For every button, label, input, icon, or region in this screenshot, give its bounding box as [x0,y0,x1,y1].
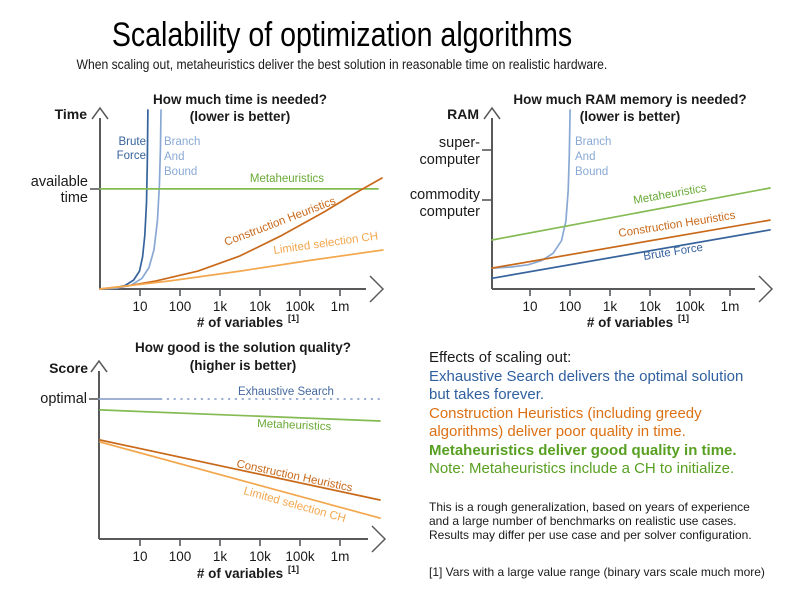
time-x-axis-footnote-marker: [1] [288,313,299,323]
x-tick-label: 1m [721,299,740,314]
score-y-axis-name: Score [49,360,88,376]
effects-line-exhaustive-1: Exhaustive Search delivers the optimal s… [429,367,744,385]
effects-line-exhaustive-2: but takes forever. [429,386,545,403]
series-label-brute-force: Brute Force [643,242,704,263]
x-tick-label: 1m [331,549,350,564]
score-y-axis-arrow-icon [90,359,108,373]
ram-y-tick-label: computer [420,204,481,220]
ram-y-axis-arrow-icon [483,106,501,120]
x-tick-label: 10 [522,299,537,314]
score-y-tick-label: optimal [40,391,87,407]
ram-x-axis-arrow-icon [758,275,774,303]
series-branch-and-bound-line [491,109,571,269]
x-tick-label: 1k [213,299,228,314]
x-tick-label: 10 [132,299,147,314]
x-tick-label: 1k [603,299,618,314]
ram-y-tick-label: super- [439,135,480,151]
ram-x-axis-label: # of variables [587,315,673,330]
series-label-branch-and-bound: Branch [575,136,611,148]
time-y-tick-label: time [61,190,88,206]
effects-line-note: Note: Metaheuristics include a CH to ini… [429,460,735,477]
x-tick-label: 100 [169,299,192,314]
series-label-metaheuristics: Metaheuristics [632,182,707,207]
series-label-metaheuristics: Metaheuristics [257,418,332,433]
x-tick-label: 100k [285,299,315,314]
score-chart: How good is the solution quality? (highe… [40,340,387,581]
x-tick-label: 10 [132,549,147,564]
score-chart-title: How good is the solution quality? [135,340,351,355]
score-x-axis-label: # of variables [197,566,283,581]
effects-line-construction-2: algorithms) deliver poor quality in time… [429,423,686,440]
x-tick-label: 10k [639,299,661,314]
page-subtitle: When scaling out, metaheuristics deliver… [76,57,608,72]
time-y-axis-arrow-icon [91,106,109,120]
disclaimer-text: This is a rough generalization, based on… [429,500,799,542]
time-chart-title: How much time is needed? [153,92,327,107]
series-label-branch-and-bound: And [575,151,595,163]
time-chart-subtitle: (lower is better) [190,109,291,124]
series-limited-selection-ch-line [99,249,384,290]
ram-y-axis-name: RAM [447,106,479,122]
footnote-text: [1] Vars with a large value range (binar… [429,565,765,579]
series-metaheuristics-line [99,409,381,422]
ram-chart-title: How much RAM memory is needed? [513,92,746,107]
x-tick-label: 100k [285,549,315,564]
disclaimer-line: Results may differ per use case and per … [429,527,752,542]
series-label-branch-and-bound: Bound [164,166,197,178]
series-label-branch-and-bound: Bound [575,166,608,178]
disclaimer-line: and a large number of benchmarks on real… [429,513,737,528]
time-y-axis-name: Time [55,106,88,122]
x-tick-label: 10k [249,549,271,564]
x-tick-label: 100 [559,299,582,314]
time-y-tick-label: available [31,174,88,190]
x-tick-label: 10k [249,299,271,314]
series-metaheuristics-line [491,187,771,241]
time-x-axis-arrow-icon [369,275,385,303]
x-tick-label: 1m [331,299,350,314]
ram-chart: How much RAM memory is needed? (lower is… [410,92,774,330]
score-x-axis-arrow-icon [371,525,387,553]
ram-chart-subtitle: (lower is better) [580,109,681,124]
ram-x-axis-footnote-marker: [1] [678,313,689,323]
series-label-exhaustive-search: Exhaustive Search [238,386,334,398]
series-construction-heuristics-line [491,219,771,269]
effects-heading: Effects of scaling out: [429,349,572,366]
ram-y-tick-label: commodity [410,187,481,203]
series-label-metaheuristics: Metaheuristics [250,173,324,185]
series-limited-selection-ch-line [99,441,381,519]
effects-panel: Effects of scaling out: Exhaustive Searc… [429,349,799,479]
score-chart-subtitle: (higher is better) [190,358,297,373]
x-tick-label: 100 [169,549,192,564]
series-label-brute-force: Brute [119,136,147,148]
page-title: Scalability of optimization algorithms [111,16,573,54]
score-x-axis-footnote-marker: [1] [288,564,299,574]
series-label-branch-and-bound: Branch [164,136,200,148]
x-tick-label: 100k [675,299,705,314]
series-label-brute-force: Force [117,150,146,162]
disclaimer-line: This is a rough generalization, based on… [429,500,750,514]
time-x-axis-label: # of variables [197,315,283,330]
x-tick-label: 1k [213,549,228,564]
series-construction-heuristics-line [99,439,381,501]
ram-y-tick-label: computer [420,152,481,168]
effects-line-construction-1: Construction Heuristics (including greed… [429,404,702,422]
time-chart: How much time is needed? (lower is bette… [31,92,385,330]
effects-line-metaheuristics: Metaheuristics deliver good quality in t… [429,441,737,459]
series-label-branch-and-bound: And [164,151,184,163]
series-brute-force-line [491,229,771,280]
